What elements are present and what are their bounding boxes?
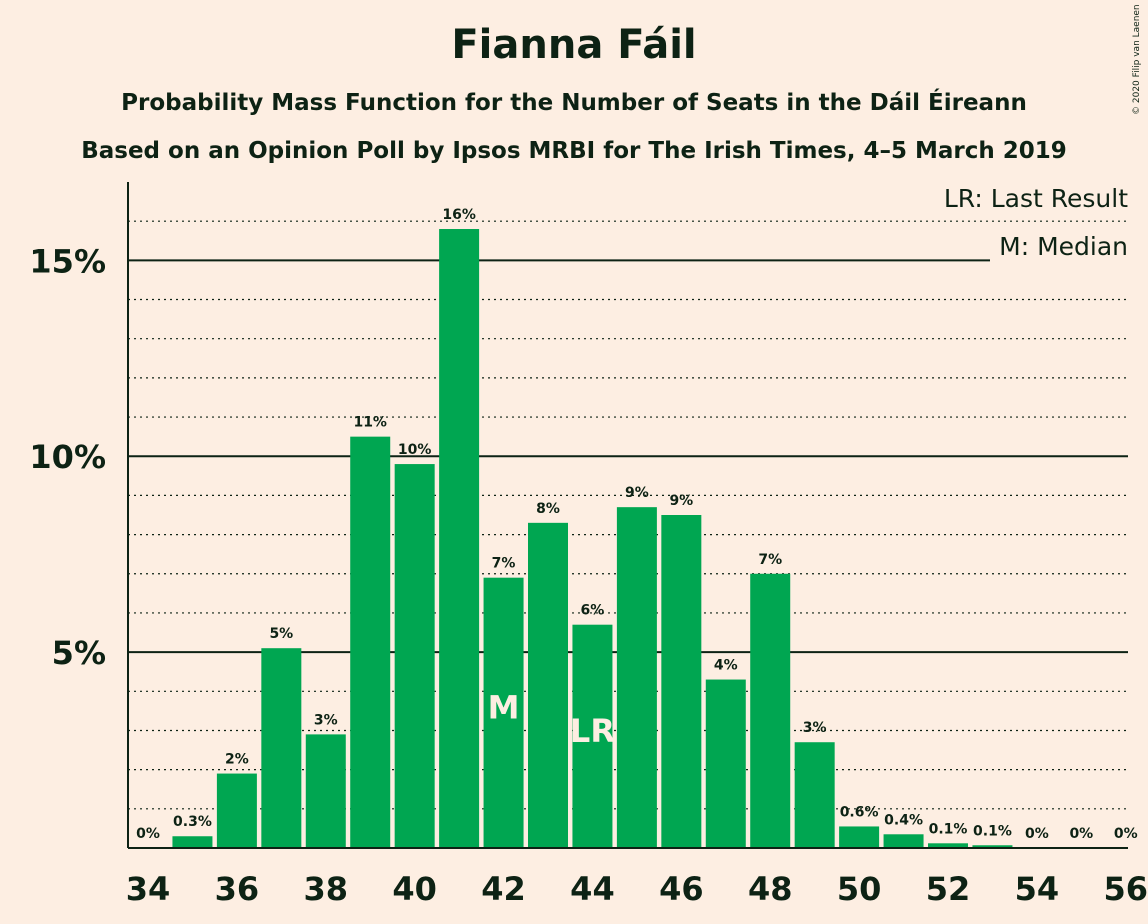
- bar-value-label: 11%: [353, 415, 387, 431]
- legend-last-result: LR: Last Result: [943, 184, 1128, 213]
- bar: [172, 836, 213, 848]
- x-tick-label: 50: [837, 870, 882, 908]
- bar: [616, 507, 657, 848]
- x-tick-label: 36: [215, 870, 260, 908]
- bar-value-label: 0%: [136, 826, 160, 842]
- x-tick-label: 54: [1015, 870, 1060, 908]
- bar-value-label: 9%: [669, 493, 693, 509]
- bar-value-label: 4%: [714, 658, 738, 674]
- bar-value-label: 3%: [314, 712, 338, 728]
- bar: [661, 515, 702, 848]
- bar-value-label: 2%: [225, 752, 249, 768]
- x-tick-label: 44: [570, 870, 615, 908]
- bar: [972, 845, 1013, 848]
- bar: [528, 522, 568, 848]
- x-tick-label: 34: [126, 870, 171, 908]
- x-tick-label: 38: [304, 870, 349, 908]
- bar: [439, 229, 480, 848]
- bar: [572, 624, 613, 848]
- bar: [839, 826, 880, 848]
- legend-median: M: Median: [999, 232, 1128, 261]
- bar-value-label: 10%: [398, 442, 432, 458]
- bar: [750, 573, 791, 848]
- bar-value-label: 9%: [625, 485, 649, 501]
- bar: [928, 843, 968, 848]
- bar-value-label: 0.1%: [973, 823, 1012, 839]
- bar: [305, 734, 346, 848]
- y-tick-label: 5%: [52, 634, 106, 672]
- bar-value-label: 0.1%: [929, 821, 968, 837]
- bar: [883, 834, 924, 848]
- chart-title: Fianna Fáil: [451, 22, 697, 68]
- x-tick-label: 52: [926, 870, 971, 908]
- bar: [705, 679, 746, 848]
- bar: [216, 773, 257, 848]
- bar: [483, 577, 524, 848]
- bar-value-label: 0.4%: [884, 812, 923, 828]
- legend-background: [940, 186, 1130, 218]
- y-tick-label: 10%: [29, 438, 106, 476]
- bar-value-label: 0.6%: [840, 804, 879, 820]
- bar-value-label: 16%: [442, 207, 476, 223]
- bar-value-label: 7%: [492, 556, 516, 572]
- y-tick-label: 15%: [29, 242, 106, 280]
- legend-background: [990, 234, 1130, 266]
- chart-subtitle: Probability Mass Function for the Number…: [121, 90, 1027, 116]
- median-marker: M: [488, 689, 520, 727]
- bar-value-label: 8%: [536, 501, 560, 517]
- bar-value-label: 5%: [269, 626, 293, 642]
- x-tick-label: 42: [481, 870, 526, 908]
- x-tick-label: 46: [659, 870, 704, 908]
- x-tick-label: 48: [748, 870, 793, 908]
- bar: [794, 742, 835, 848]
- bar-value-label: 0.3%: [173, 814, 212, 830]
- last-result-marker: LR: [570, 712, 615, 750]
- bar-value-label: 3%: [803, 720, 827, 736]
- bar: [350, 436, 391, 848]
- bar-value-label: 7%: [758, 552, 782, 568]
- bar-value-label: 0%: [1114, 826, 1138, 842]
- bar-value-label: 6%: [581, 603, 605, 619]
- bar: [261, 648, 302, 848]
- x-tick-label: 40: [392, 870, 437, 908]
- bar-value-label: 0%: [1069, 826, 1093, 842]
- bar-value-label: 0%: [1025, 826, 1049, 842]
- bar: [394, 464, 435, 848]
- x-tick-label: 56: [1104, 870, 1148, 908]
- chart-source: Based on an Opinion Poll by Ipsos MRBI f…: [81, 138, 1067, 164]
